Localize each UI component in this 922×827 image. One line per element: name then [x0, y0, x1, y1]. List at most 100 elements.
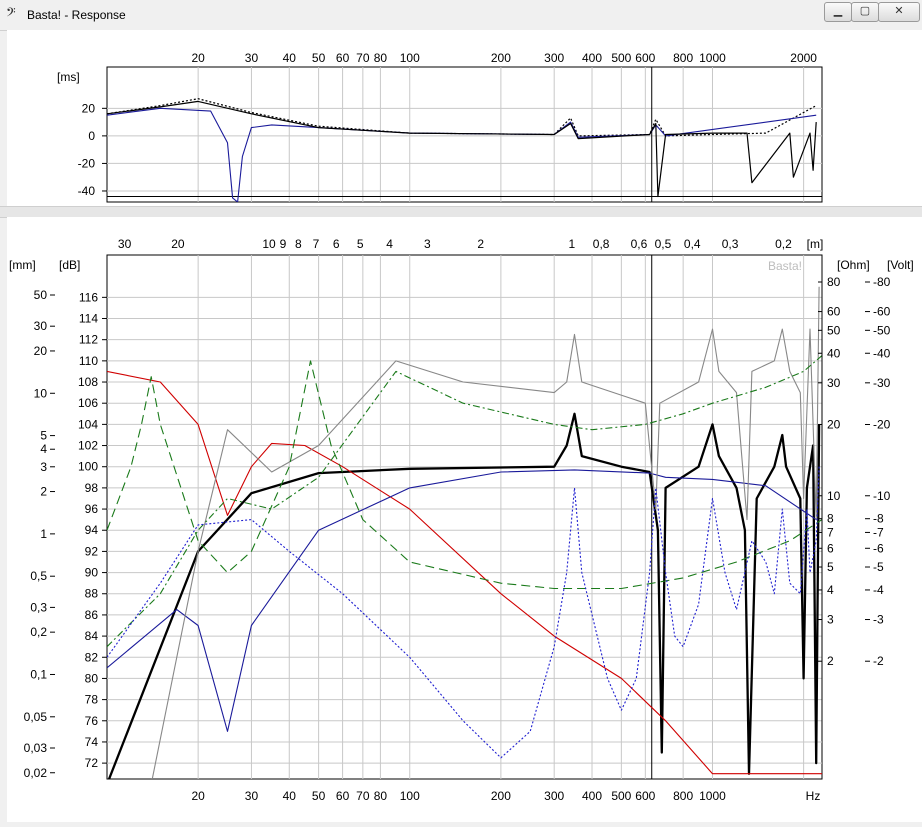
ohm-tick-label: 10	[827, 489, 841, 503]
bottom-x-tick-label: 80	[374, 789, 388, 803]
top-wavelength-tick-label: 0,4	[684, 237, 701, 251]
db-tick-label: 76	[85, 714, 99, 728]
mm-tick-label: 2	[40, 485, 47, 499]
volt-tick-label: -60	[873, 305, 891, 319]
db-axis-unit: [dB]	[59, 258, 80, 272]
top-wavelength-tick-label: 2	[477, 237, 484, 251]
top-wavelength-tick-label: 4	[386, 237, 393, 251]
volt-tick-label: -8	[873, 512, 884, 526]
close-button[interactable]: ✕	[878, 2, 920, 22]
upper-x-tick-label: 60	[336, 51, 350, 65]
mm-axis-unit: [mm]	[9, 258, 36, 272]
mm-tick-label: 10	[34, 386, 48, 400]
frequency-response-chart[interactable]: Basta!20 30 40 50 60 70 80 100 200 300 400 500 600 80…	[7, 217, 922, 822]
db-tick-label: 108	[78, 375, 98, 389]
mm-tick-label: 4	[40, 442, 47, 456]
db-tick-label: 82	[85, 650, 99, 664]
db-tick-label: 72	[85, 756, 99, 770]
db-tick-label: 84	[85, 629, 99, 643]
upper-x-tick-label: 2000	[790, 51, 817, 65]
volt-tick-label: -30	[873, 376, 891, 390]
upper-x-tick-label: 40	[283, 51, 297, 65]
db-tick-label: 110	[79, 354, 98, 368]
mm-tick-label: 50	[34, 288, 48, 302]
ohm-tick-label: 4	[827, 583, 834, 597]
upper-x-tick-label: 80	[374, 51, 388, 65]
volt-tick-label: -3	[873, 613, 884, 627]
top-wavelength-tick-label: 0,5	[655, 237, 672, 251]
series-solid-black-line	[107, 100, 817, 198]
series-solid-blue-line	[107, 469, 817, 732]
db-tick-label: 96	[85, 502, 99, 516]
upper-y-tick-label: 0	[88, 129, 95, 143]
series-dashed-green-line	[107, 360, 822, 590]
volt-tick-label: -7	[873, 525, 884, 539]
db-tick-label: 106	[78, 396, 98, 410]
bottom-x-tick-label: 70	[356, 789, 370, 803]
upper-y-tick-label: 20	[82, 101, 96, 115]
ohm-tick-label: 20	[827, 418, 841, 432]
top-wavelength-tick-label: 9	[280, 237, 287, 251]
db-tick-label: 94	[85, 523, 99, 537]
mm-tick-label: 30	[34, 319, 48, 333]
group-delay-panel: 20 30 40 50 60 70 80 100 200 300 400 500 600 800 1000 2…	[7, 30, 922, 206]
ohm-tick-label: 40	[827, 346, 841, 360]
window-title: Basta! - Response	[27, 8, 126, 22]
ohm-tick-label: 7	[827, 525, 834, 539]
top-wavelength-tick-label: 10	[262, 237, 276, 251]
top-wavelength-tick-label: 20	[171, 237, 185, 251]
volt-tick-label: -80	[873, 275, 891, 289]
db-tick-label: 116	[79, 290, 98, 304]
db-tick-label: 78	[85, 693, 99, 707]
ohm-tick-label: 80	[827, 275, 841, 289]
top-wavelength-tick-label: 8	[295, 237, 302, 251]
mm-tick-label: 0,02	[24, 766, 48, 780]
bass-clef-icon: 𝄢	[6, 5, 16, 23]
upper-y-axis-label: [ms]	[57, 70, 80, 84]
top-wavelength-tick-label: 0,6	[631, 237, 648, 251]
db-tick-label: 74	[85, 735, 99, 749]
mm-tick-label: 20	[34, 344, 48, 358]
ohm-tick-label: 3	[827, 613, 834, 627]
volt-axis-unit: [Volt]	[887, 258, 914, 272]
volt-tick-label: -10	[873, 489, 891, 503]
bottom-x-tick-label: 500	[611, 789, 631, 803]
db-tick-label: 114	[79, 312, 98, 326]
db-tick-label: 100	[78, 460, 98, 474]
mm-tick-label: 0,05	[24, 710, 48, 724]
mm-tick-label: 3	[40, 460, 47, 474]
group-delay-chart[interactable]: 20 30 40 50 60 70 80 100 200 300 400 500 600 800 1000 2…	[7, 30, 922, 206]
upper-x-tick-label: 1000	[699, 51, 726, 65]
top-wavelength-tick-label: 7	[313, 237, 320, 251]
upper-x-tick-label: 30	[245, 51, 259, 65]
bottom-x-tick-label: 40	[283, 789, 297, 803]
mm-tick-label: 5	[40, 429, 47, 443]
top-wavelength-tick-label: 0,2	[775, 237, 792, 251]
upper-y-tick-label: -20	[78, 156, 96, 170]
maximize-button[interactable]: ▢	[851, 2, 879, 22]
bottom-x-tick-label: 30	[245, 789, 259, 803]
series-solid-red-line	[107, 370, 822, 775]
db-tick-label: 90	[85, 566, 99, 580]
bottom-x-tick-label: Hz	[806, 789, 821, 803]
ohm-tick-label: 50	[827, 323, 841, 337]
upper-x-tick-label: 300	[544, 51, 564, 65]
bottom-x-tick-label: 300	[544, 789, 564, 803]
volt-tick-label: -50	[873, 323, 891, 337]
top-wavelength-tick-label: 30	[118, 237, 132, 251]
upper-x-tick-label: 50	[312, 51, 326, 65]
volt-tick-label: -40	[873, 346, 891, 360]
ohm-tick-label: 5	[827, 560, 834, 574]
top-wavelength-tick-label: 3	[424, 237, 431, 251]
minimize-button[interactable]: ▁	[824, 2, 852, 22]
bottom-x-tick-label: 100	[400, 789, 420, 803]
mm-tick-label: 0,3	[30, 600, 47, 614]
title-bar: 𝄢 Basta! - Response ▁ ▢ ✕	[0, 0, 922, 31]
mm-tick-label: 0,5	[30, 569, 47, 583]
volt-tick-label: -5	[873, 560, 884, 574]
bottom-x-tick-label: 1000	[699, 789, 726, 803]
db-tick-label: 104	[78, 417, 98, 431]
db-tick-label: 102	[78, 439, 98, 453]
mm-tick-label: 0,03	[24, 741, 48, 755]
db-tick-label: 86	[85, 608, 99, 622]
